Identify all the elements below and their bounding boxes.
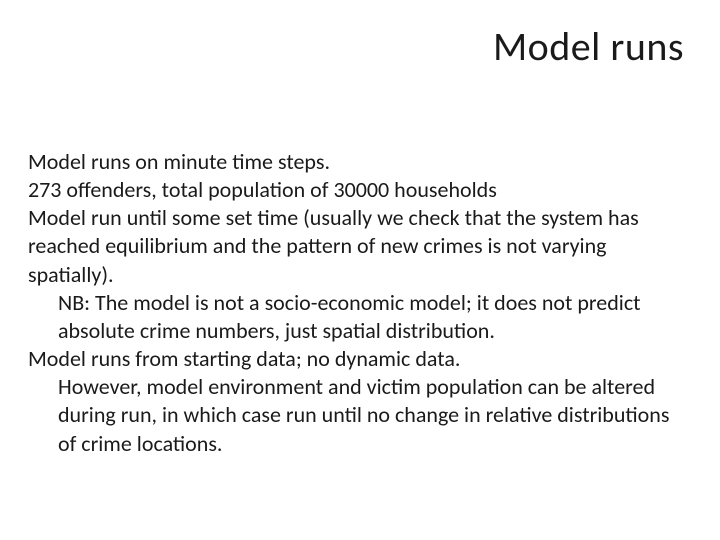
slide-body: Model runs on minute time steps. 273 off… (28, 148, 684, 458)
body-line-4: NB: The model is not a socio-economic mo… (28, 289, 684, 345)
body-line-3: Model run until some set time (usually w… (28, 204, 684, 288)
body-line-6: However, model environment and victim po… (28, 373, 684, 457)
body-line-2: 273 offenders, total population of 30000… (28, 176, 684, 204)
slide: Model runs Model runs on minute time ste… (0, 0, 720, 540)
slide-title: Model runs (493, 22, 684, 71)
body-line-1: Model runs on minute time steps. (28, 148, 684, 176)
body-line-5: Model runs from starting data; no dynami… (28, 345, 684, 373)
